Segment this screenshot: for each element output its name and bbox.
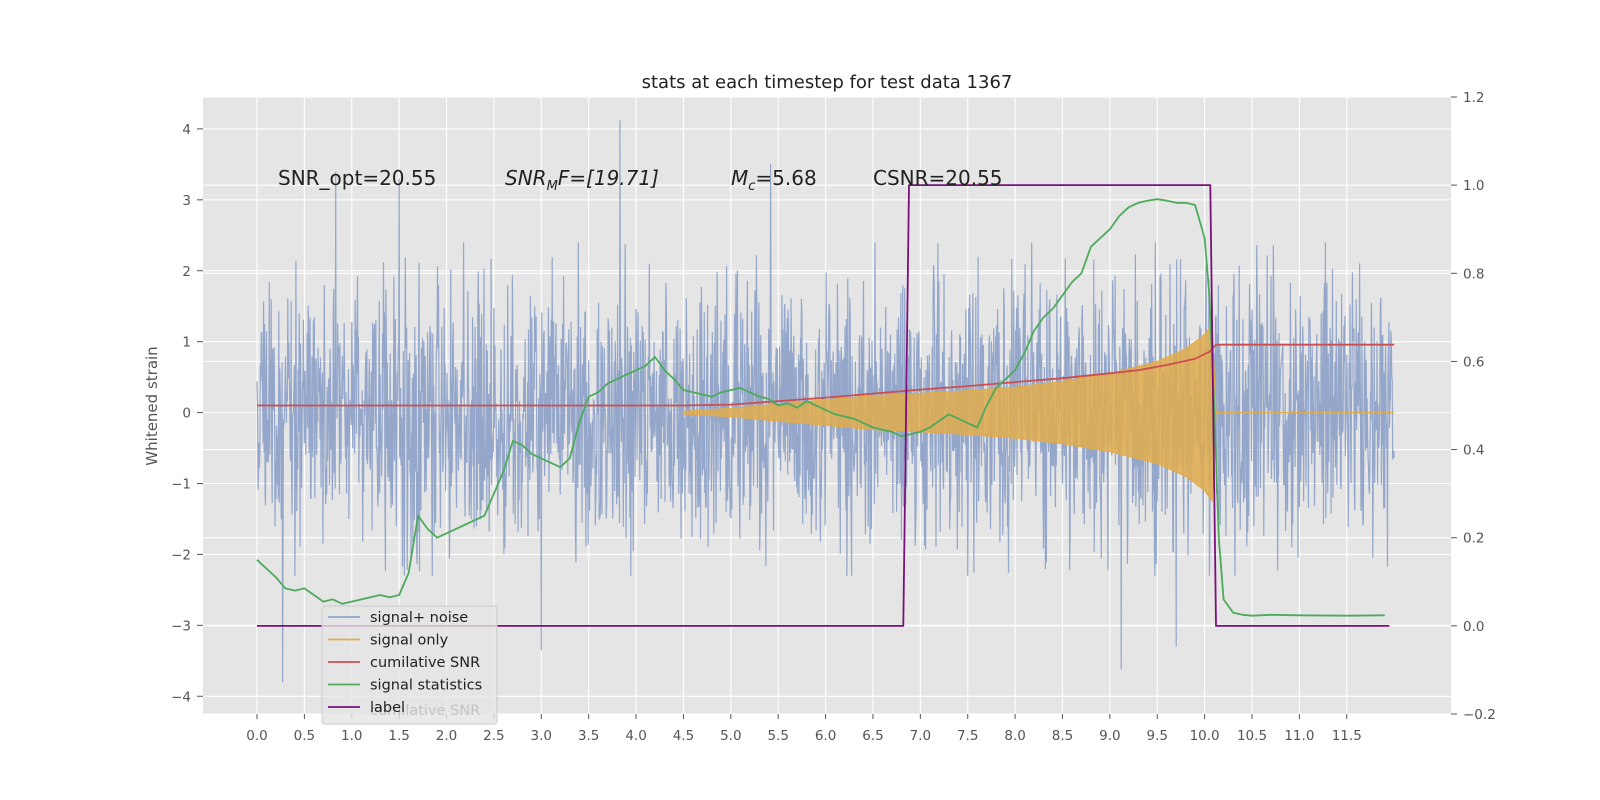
x-tick-label: 3.0	[531, 728, 552, 744]
x-tick-label: 11.0	[1284, 728, 1314, 744]
right-axis-ticks: 1.2 1.0 0.8 0.6 0.4 0.2 0.0 −0.2	[1451, 90, 1496, 723]
annotation-mc: Mc=5.68	[731, 166, 817, 194]
y-tick-label: 1	[182, 335, 191, 351]
right-tick-label: 0.4	[1463, 443, 1484, 459]
x-tick-label: 5.5	[767, 728, 788, 744]
y-tick-label: −4	[171, 689, 191, 705]
legend-label: signal only	[370, 633, 449, 649]
legend: cumilative SNR signal+ noise signal only c…	[321, 605, 498, 725]
x-tick-label: 2.0	[436, 728, 457, 744]
right-tick-label: 1.0	[1463, 178, 1484, 194]
label-line	[257, 184, 1390, 627]
line-series	[256, 184, 1395, 627]
signal-envelope	[682, 322, 1217, 503]
legend-label: signal+ noise	[370, 610, 468, 626]
y-tick-label: 3	[182, 193, 191, 209]
y-tick-label: 2	[182, 264, 191, 280]
x-tick-label: 11.5	[1332, 728, 1362, 744]
x-tick-label: 7.5	[957, 728, 978, 744]
y-tick-label: 4	[182, 122, 191, 138]
legend-label: signal statistics	[370, 678, 482, 694]
x-tick-label: 7.0	[910, 728, 931, 744]
legend-box	[321, 605, 498, 725]
signal-series	[682, 322, 1395, 503]
right-tick-label: 0.8	[1463, 266, 1484, 282]
right-tick-label: 0.6	[1463, 354, 1484, 370]
y-axis-label: Whitened strain	[143, 346, 161, 465]
x-tick-label: 8.0	[1004, 728, 1025, 744]
x-tick-label: 2.5	[483, 728, 504, 744]
x-tick-label: 1.0	[341, 728, 362, 744]
x-axis-ticks: 0.0 0.5 1.0 1.5 2.0 2.5 3.0 3.5 4.0 4.5 5.0 5.5 6.0 6…	[246, 714, 1362, 744]
x-tick-label: 9.0	[1099, 728, 1120, 744]
signal-statistics-line	[256, 198, 1385, 617]
x-tick-label: 0.5	[294, 728, 315, 744]
legend-label: cumilative SNR	[370, 655, 480, 671]
x-tick-label: 6.5	[862, 728, 883, 744]
x-tick-label: 6.0	[815, 728, 836, 744]
legend-hidden-label: cumilative SNR	[370, 703, 480, 719]
x-tick-label: 10.0	[1190, 728, 1220, 744]
y-tick-label: −3	[171, 618, 191, 634]
y-tick-label: −2	[171, 547, 191, 563]
x-tick-label: 4.0	[625, 728, 646, 744]
x-tick-label: 8.5	[1052, 728, 1073, 744]
cumulative-snr-line	[257, 343, 1395, 407]
x-tick-label: 10.5	[1237, 728, 1267, 744]
x-tick-label: 4.5	[673, 728, 694, 744]
annotation-csnr: CSNR=20.55	[873, 166, 1003, 190]
x-tick-label: 0.0	[246, 728, 267, 744]
y-tick-label: 0	[182, 406, 191, 422]
y-axis-ticks: 4 3 2 1 0 −1 −2 −3 −4	[171, 122, 203, 705]
chart-title: stats at each timestep for test data 136…	[642, 72, 1013, 93]
right-tick-label: 1.2	[1463, 90, 1484, 106]
right-tick-label: −0.2	[1463, 707, 1496, 723]
legend-label: label	[370, 700, 405, 716]
x-tick-label: 9.5	[1146, 728, 1167, 744]
legend-items: signal+ noise signal only cumilative SNR si…	[328, 610, 482, 716]
x-tick-label: 3.5	[578, 728, 599, 744]
right-tick-label: 0.2	[1463, 531, 1484, 547]
x-tick-label: 1.5	[388, 728, 409, 744]
right-tick-label: 0.0	[1463, 619, 1484, 635]
y-tick-label: −1	[171, 477, 191, 493]
annotation-snr-mf: SNRMF=[19.71]	[505, 166, 659, 194]
x-tick-label: 5.0	[720, 728, 741, 744]
annotation-snr-opt: SNR_opt=20.55	[278, 166, 436, 190]
